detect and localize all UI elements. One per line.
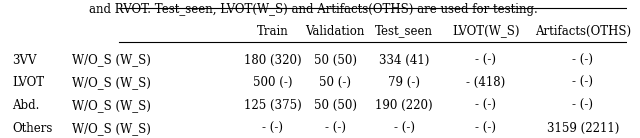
Text: - (418): - (418) — [466, 76, 506, 89]
Text: LVOT: LVOT — [13, 76, 45, 89]
Text: Validation: Validation — [305, 25, 365, 38]
Text: - (-): - (-) — [324, 122, 346, 135]
Text: 3VV: 3VV — [13, 54, 37, 67]
Text: 79 (-): 79 (-) — [388, 76, 420, 89]
Text: W/O_S (W_S): W/O_S (W_S) — [72, 76, 151, 89]
Text: 334 (41): 334 (41) — [379, 54, 429, 67]
Text: - (-): - (-) — [572, 54, 593, 67]
Text: - (-): - (-) — [262, 122, 283, 135]
Text: W/O_S (W_S): W/O_S (W_S) — [72, 54, 151, 67]
Text: - (-): - (-) — [475, 54, 496, 67]
Text: - (-): - (-) — [475, 99, 496, 112]
Text: - (-): - (-) — [572, 99, 593, 112]
Text: 3159 (2211): 3159 (2211) — [547, 122, 619, 135]
Text: Abd.: Abd. — [13, 99, 40, 112]
Text: and RVOT. Test_seen, LVOT(W_S) and Artifacts(OTHS) are used for testing.: and RVOT. Test_seen, LVOT(W_S) and Artif… — [89, 3, 538, 16]
Text: 50 (50): 50 (50) — [314, 99, 356, 112]
Text: 190 (220): 190 (220) — [376, 99, 433, 112]
Text: Artifacts(OTHS): Artifacts(OTHS) — [535, 25, 631, 38]
Text: 125 (375): 125 (375) — [244, 99, 301, 112]
Text: 50 (50): 50 (50) — [314, 54, 356, 67]
Text: 180 (320): 180 (320) — [244, 54, 301, 67]
Text: 50 (-): 50 (-) — [319, 76, 351, 89]
Text: 500 (-): 500 (-) — [253, 76, 292, 89]
Text: - (-): - (-) — [394, 122, 415, 135]
Text: Others: Others — [13, 122, 53, 135]
Text: - (-): - (-) — [572, 76, 593, 89]
Text: W/O_S (W_S): W/O_S (W_S) — [72, 122, 151, 135]
Text: W/O_S (W_S): W/O_S (W_S) — [72, 99, 151, 112]
Text: - (-): - (-) — [475, 122, 496, 135]
Text: Train: Train — [257, 25, 289, 38]
Text: LVOT(W_S): LVOT(W_S) — [452, 25, 520, 38]
Text: Test_seen: Test_seen — [375, 25, 433, 38]
